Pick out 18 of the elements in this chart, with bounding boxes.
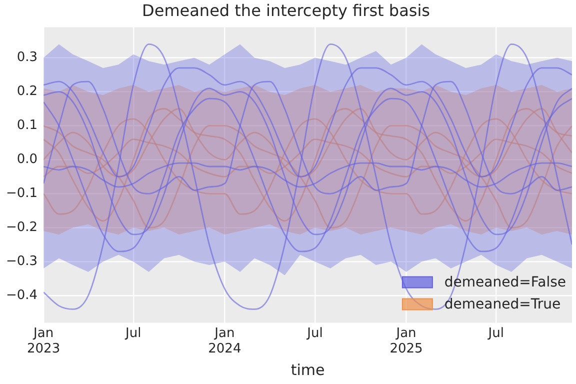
chart-title: Demeaned the intercepty first basis xyxy=(142,0,430,20)
legend-label: demeaned=False xyxy=(444,274,566,290)
y-tick-label: −0.2 xyxy=(6,220,38,236)
x-axis-title: time xyxy=(290,360,325,379)
x-tick-label: Jan 2025 xyxy=(390,326,423,357)
x-tick-label: Jul xyxy=(124,326,142,341)
y-tick-label: −0.3 xyxy=(6,254,38,270)
x-tick-label: Jan 2023 xyxy=(27,326,60,357)
y-tick-label: −0.4 xyxy=(6,288,38,303)
y-tick-label: 0.1 xyxy=(16,118,38,134)
y-tick-label: 0.3 xyxy=(16,50,38,66)
legend-label: demeaned=True xyxy=(444,296,561,312)
x-tick-label: Jan 2024 xyxy=(208,326,242,357)
y-tick-label: 0.0 xyxy=(16,152,38,168)
y-tick-label: 0.2 xyxy=(16,84,38,100)
x-tick-label: Jul xyxy=(306,326,323,341)
y-tick-label: −0.1 xyxy=(6,186,38,202)
x-tick-label: Jul xyxy=(487,326,504,341)
